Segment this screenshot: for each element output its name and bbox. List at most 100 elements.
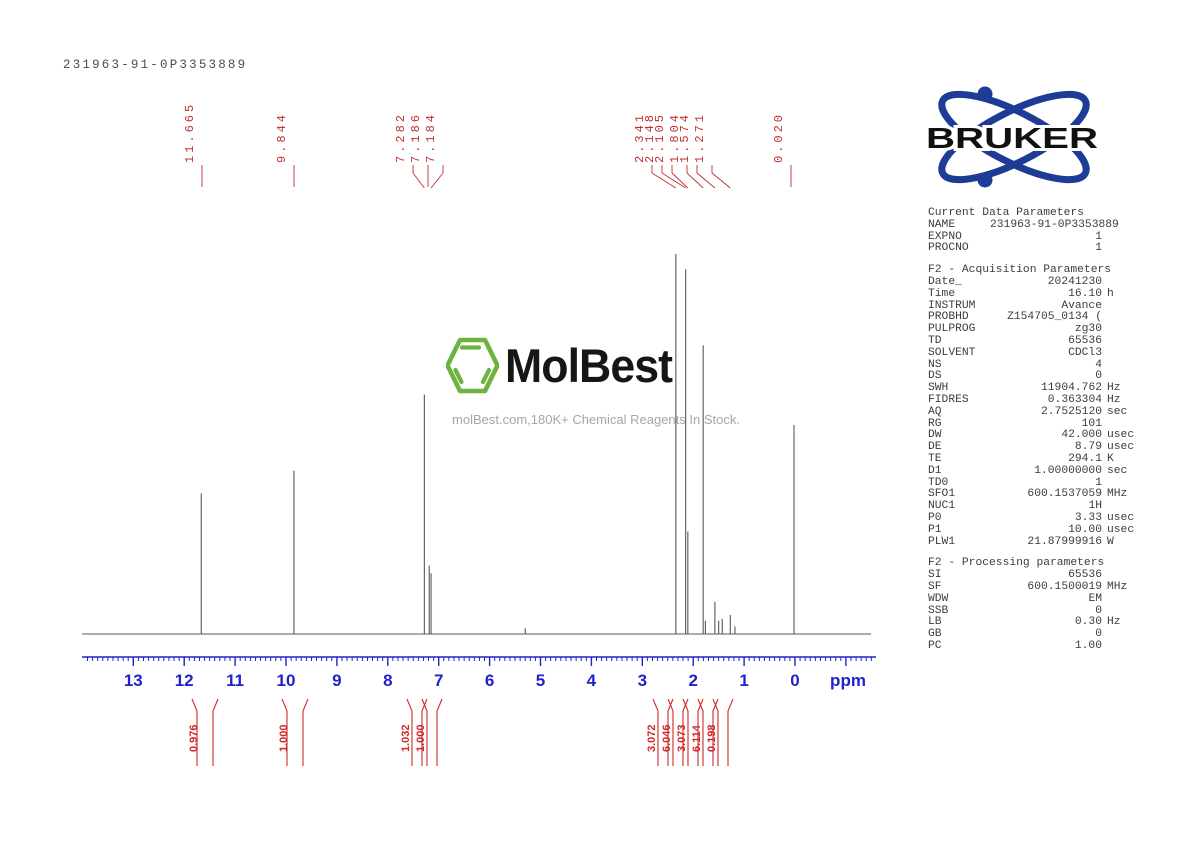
parameter-key: NS <box>928 358 942 371</box>
parameter-value: 0 <box>1095 628 1102 641</box>
parameter-value: 1 <box>1095 230 1102 243</box>
x-axis-tick-label: 13 <box>123 671 143 690</box>
parameter-row: PLW1 21.87999916 W <box>928 536 1141 549</box>
x-axis-tick-label: 4 <box>586 671 597 690</box>
parameter-unit <box>1102 336 1141 348</box>
parameter-key: P0 <box>928 511 942 524</box>
peak-leader-line <box>671 172 689 189</box>
peak-ppm-label: 9.844 <box>275 111 289 163</box>
parameter-value: 600.1537059 <box>1027 488 1102 501</box>
integral-value-label: 0.976 <box>188 724 200 752</box>
parameter-value: 1.00000000 <box>1034 464 1102 477</box>
parameter-row: FIDRES 0.363304 Hz <box>928 393 1141 407</box>
parameter-row: RG 101 <box>928 418 1141 431</box>
x-axis-unit-label: ppm <box>830 671 866 690</box>
peak-ppm-label: 7.184 <box>424 111 438 163</box>
integral-bracket <box>727 698 734 766</box>
parameter-row: Date_ 20241230 <box>928 275 1141 289</box>
parameter-unit: Hz <box>1107 393 1121 406</box>
parameter-value: 0 <box>1095 604 1102 617</box>
peak-ppm-label: 11.665 <box>183 101 197 163</box>
integral-value-label: 3.072 <box>646 724 658 752</box>
x-axis-tick-label: 0 <box>790 671 800 690</box>
parameter-unit <box>1102 594 1141 606</box>
parameter-row: SWH 11904.762 Hz <box>928 382 1141 395</box>
parameter-key: GB <box>928 628 942 641</box>
molbest-hexagon-icon <box>446 337 499 393</box>
parameter-key: DS <box>928 370 942 383</box>
parameter-row: DS 0 <box>928 371 1141 383</box>
parameter-row: PULPROG zg30 <box>928 323 1141 336</box>
parameter-key: TD0 <box>928 476 949 489</box>
peak-leader-line <box>686 172 704 189</box>
parameter-key: TE <box>928 452 942 465</box>
parameter-row: PROCNO 1 <box>928 243 1141 255</box>
parameter-unit: usec <box>1107 511 1135 524</box>
molbest-wordmark: MolBest <box>505 338 673 392</box>
parameter-section: F2 - Acquisition Parameters Date_ 20241230… <box>928 264 1141 549</box>
parameter-value: 42.000 <box>1061 429 1102 442</box>
parameter-row: SF 600.1500019 MHz <box>928 580 1141 594</box>
parameter-unit: Hz <box>1107 382 1121 395</box>
parameter-unit <box>1102 348 1141 360</box>
parameter-row: NS 4 <box>928 358 1141 372</box>
parameter-row: P1 10.00 usec <box>928 524 1141 537</box>
parameter-unit <box>1102 312 1141 324</box>
x-axis-tick-label: 12 <box>174 671 194 690</box>
parameter-value: 294.1 <box>1068 452 1102 465</box>
parameter-value: 1H <box>1088 500 1102 513</box>
parameter-row: SFO1 600.1537059 MHz <box>928 489 1141 501</box>
parameter-value: 65536 <box>1068 334 1102 347</box>
parameter-row: NAME 231963-91-0P3353889 <box>928 219 1141 232</box>
bruker-dot-bottom <box>977 172 993 188</box>
parameter-unit <box>1102 324 1141 336</box>
parameter-section-header: F2 - Acquisition Parameters <box>928 264 1112 277</box>
parameter-unit: usec <box>1107 441 1135 454</box>
parameter-unit: MHz <box>1107 580 1128 593</box>
x-axis-tick-label: 8 <box>383 671 393 690</box>
parameter-key: AQ <box>928 405 942 418</box>
peak-ppm-label: 1.574 <box>678 111 692 163</box>
integral-value-label: 0.198 <box>706 724 718 752</box>
parameter-value: 600.1500019 <box>1027 580 1102 593</box>
peak-leader-line <box>430 172 444 189</box>
parameter-key: NUC1 <box>928 500 956 513</box>
parameter-key: Time <box>928 287 956 300</box>
peak-leader-line <box>696 172 716 189</box>
parameter-unit <box>1102 277 1141 289</box>
parameter-row: GB 0 <box>928 628 1141 641</box>
parameter-unit: sec <box>1107 464 1128 477</box>
x-axis-tick-label: 7 <box>433 671 444 690</box>
parameter-row: DE 8.79 usec <box>928 441 1141 454</box>
bruker-logo: BRUKER <box>923 84 1101 190</box>
parameter-key: SF <box>928 580 942 593</box>
parameter-key: SFO1 <box>928 488 956 501</box>
parameter-key: WDW <box>928 592 949 605</box>
parameter-key: PROCNO <box>928 242 969 255</box>
x-axis-tick-label: 10 <box>276 671 296 690</box>
peak-leader-line <box>412 172 425 189</box>
parameter-row: D1 1.00000000 sec <box>928 464 1141 478</box>
parameter-value: CDCl3 <box>1068 346 1102 359</box>
parameter-section-header: Current Data Parameters <box>928 207 1084 219</box>
parameter-value: 8.79 <box>1074 441 1102 454</box>
parameter-key: D1 <box>928 464 942 477</box>
parameter-value: Avance <box>1061 299 1102 312</box>
peak-leader-line <box>661 172 686 189</box>
peak-leader-line <box>651 172 677 189</box>
parameter-unit <box>1102 641 1141 653</box>
parameter-value: 65536 <box>1068 569 1102 582</box>
x-axis-tick-label: 11 <box>226 671 245 690</box>
parameter-unit: K <box>1107 452 1114 465</box>
bruker-orbit-icon: BRUKER <box>923 86 1101 188</box>
parameter-row: TD 65536 <box>928 334 1141 348</box>
parameter-value: 0.30 <box>1074 616 1102 629</box>
parameter-unit: Hz <box>1107 616 1121 629</box>
parameter-row: TD0 1 <box>928 476 1141 490</box>
peak-ppm-label: 2.105 <box>653 111 667 163</box>
parameter-key: EXPNO <box>928 230 962 243</box>
parameter-value: 16.10 <box>1068 287 1102 300</box>
parameter-key: Date_ <box>928 275 962 288</box>
sample-id-title: 231963-91-0P3353889 <box>63 58 248 72</box>
